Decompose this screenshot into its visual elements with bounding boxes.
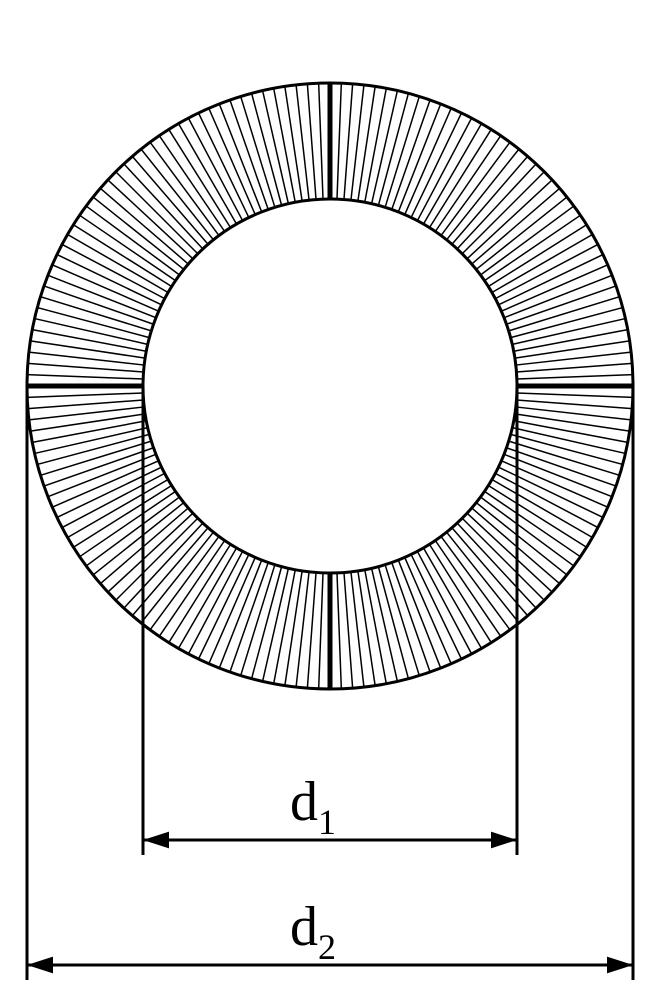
inner-circle xyxy=(143,199,517,573)
dimension-d2-label: d2 xyxy=(290,896,336,967)
dimension-d1-label: d1 xyxy=(290,771,336,842)
washer-diagram: d1 d2 xyxy=(0,0,661,1000)
serration-lines xyxy=(27,83,633,689)
